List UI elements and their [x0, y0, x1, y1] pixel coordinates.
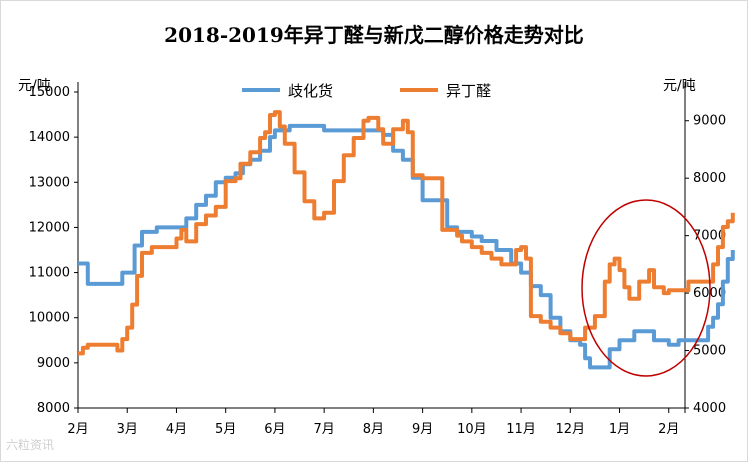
- left-axis-unit: 元/吨: [18, 78, 51, 94]
- legend-label: 异丁醛: [446, 82, 491, 100]
- x-tick-label: 6月: [264, 422, 285, 437]
- left-tick-label: 8000: [37, 401, 70, 416]
- series-line-0: [78, 123, 735, 370]
- right-axis-unit: 元/吨: [663, 78, 696, 94]
- x-tick-label: 12月: [556, 422, 586, 437]
- x-tick-label: 3月: [117, 422, 138, 437]
- left-tick-label: 9000: [37, 356, 70, 371]
- right-tick-label: 7000: [693, 229, 726, 244]
- watermark-logo: 六粒资讯: [6, 438, 55, 452]
- right-tick-label: 5000: [693, 344, 726, 359]
- x-tick-label: 10月: [457, 422, 487, 437]
- x-tick-label: 4月: [166, 422, 187, 437]
- x-tick-label: 11月: [506, 422, 536, 437]
- x-tick-label: 1月: [609, 422, 630, 437]
- legend-label: 歧化货: [288, 82, 333, 100]
- chart-title: 2018-2019年异丁醛与新戊二醇价格走势对比: [164, 23, 584, 47]
- tick-labels: 8000 9000 10000 11000 12000 13000 14000 15000 40…: [29, 85, 726, 437]
- right-tick-label: 8000: [693, 171, 726, 186]
- right-tick-label: 9000: [693, 114, 726, 129]
- left-tick-label: 10000: [29, 311, 70, 326]
- left-tick-label: 14000: [29, 130, 70, 145]
- right-tick-label: 4000: [693, 401, 726, 416]
- x-tick-label: 7月: [314, 422, 335, 437]
- legend: 歧化货 异丁醛: [242, 82, 491, 100]
- left-tick-label: 11000: [29, 266, 70, 281]
- series-lines: [78, 110, 735, 370]
- series-line-1: [78, 110, 735, 356]
- highlight-ellipse: [581, 199, 711, 377]
- x-tick-label: 2月: [658, 422, 679, 437]
- left-tick-label: 15000: [29, 85, 70, 100]
- left-tick-label: 13000: [29, 175, 70, 190]
- left-tick-label: 12000: [29, 220, 70, 235]
- x-tick-label: 8月: [363, 422, 384, 437]
- x-tick-label: 5月: [215, 422, 236, 437]
- x-tick-label: 2月: [67, 422, 88, 437]
- x-tick-label: 9月: [412, 422, 433, 437]
